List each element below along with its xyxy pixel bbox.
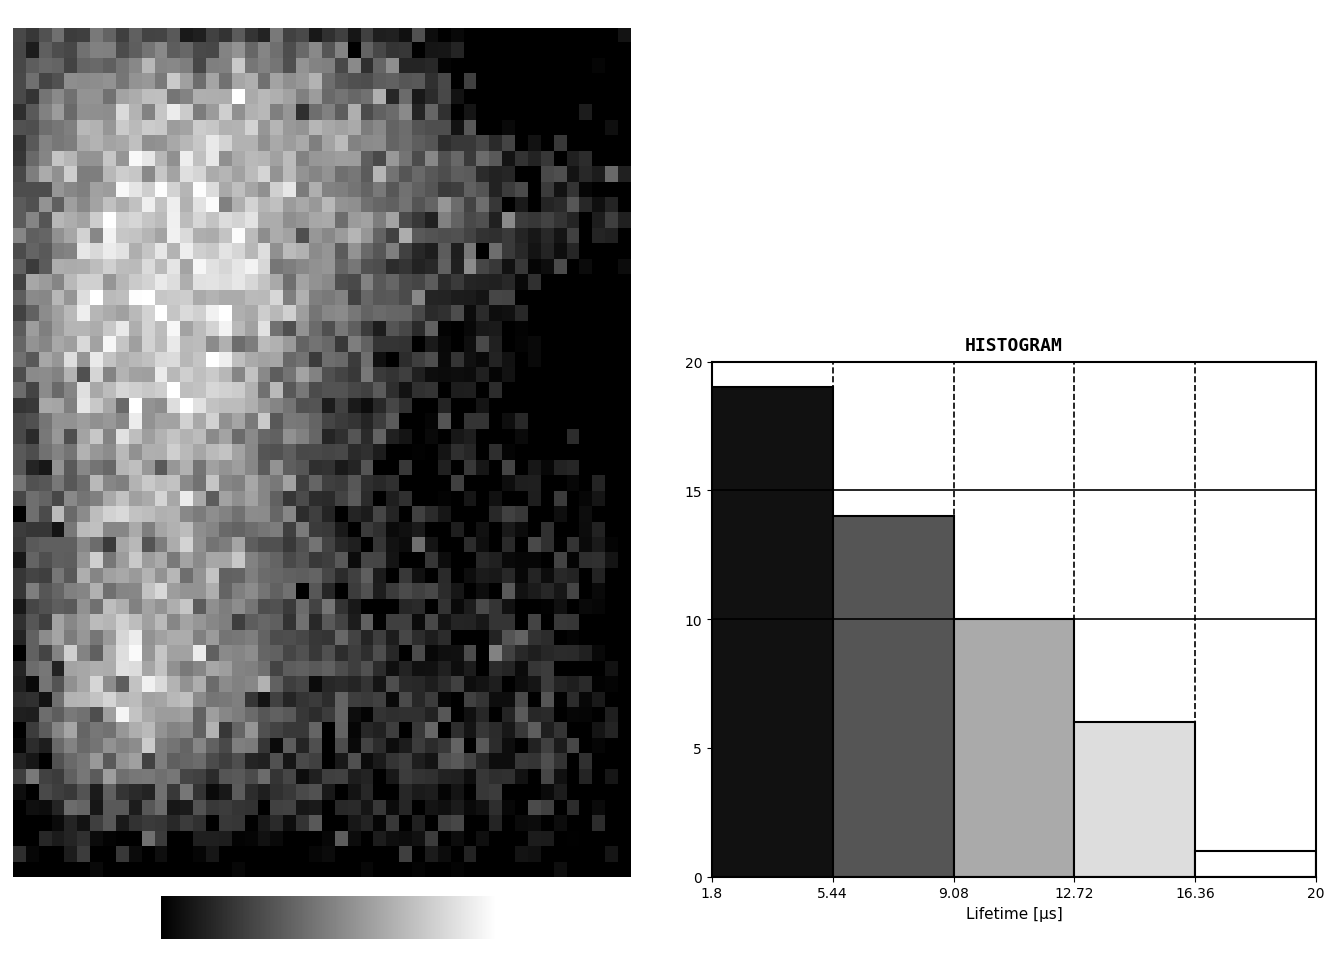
Title: HISTOGRAM: HISTOGRAM [966,337,1062,355]
Bar [1195,851,1316,877]
Bar [954,619,1074,877]
Text: 20 us: 20 us [536,910,582,924]
Text: 1.8 us: 1.8 us [63,910,118,924]
Bar [833,517,954,877]
Bar [712,388,833,877]
X-axis label: Lifetime [μs]: Lifetime [μs] [966,906,1062,921]
Bar [1074,722,1195,877]
